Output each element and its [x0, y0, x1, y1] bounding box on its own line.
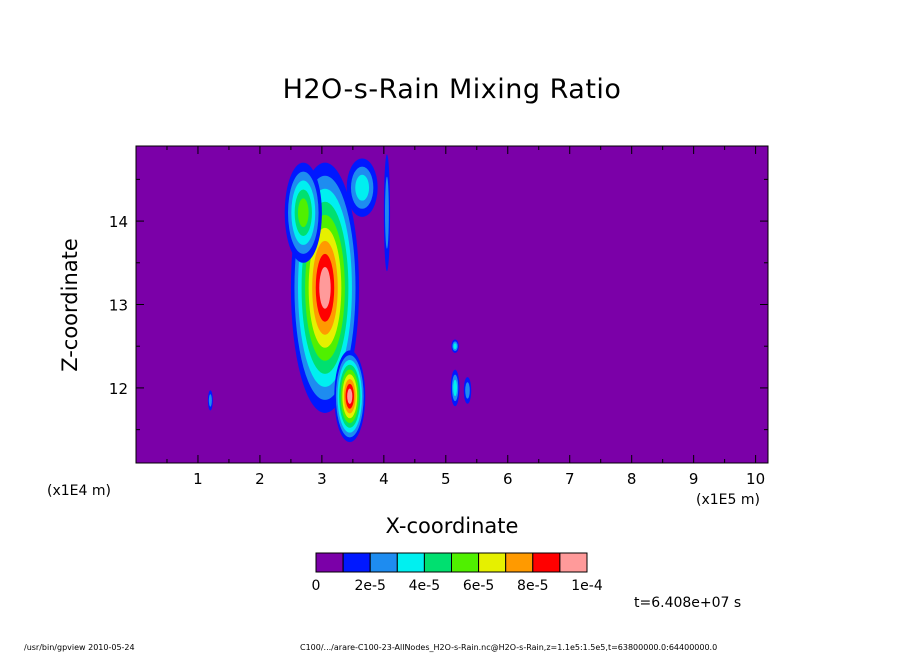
- y-tick-label: 14: [109, 213, 128, 231]
- colorbar: [315, 552, 588, 573]
- colorbar-tick-label: 6e-5: [462, 578, 495, 594]
- y-tick-label: 13: [109, 297, 128, 315]
- heatmap-feature: [383, 154, 391, 272]
- x-tick-label: 6: [503, 470, 513, 488]
- colorbar-tick-label: 1e-4: [571, 578, 603, 594]
- x-scale-note-right: (x1E5 m): [696, 492, 760, 508]
- x-tick-label: 1: [193, 470, 203, 488]
- heatmap-contour-level: [347, 388, 353, 404]
- footer-right: C100/.../arare-C100-23-AllNodes_H2O-s-Ra…: [300, 643, 718, 652]
- x-scale-note-left: (x1E4 m): [47, 483, 111, 499]
- heatmap-feature: [334, 350, 366, 443]
- x-tick-label: 3: [317, 470, 327, 488]
- chart-title: H2O-s-Rain Mixing Ratio: [282, 74, 622, 105]
- heatmap-contour-level: [297, 198, 309, 228]
- x-tick-label: 4: [379, 470, 389, 488]
- heatmap-background: [136, 146, 768, 463]
- x-axis-label: X-coordinate: [385, 514, 519, 538]
- colorbar-swatch: [532, 552, 561, 573]
- heatmap-contour-level: [355, 174, 370, 201]
- x-tick-label: 5: [441, 470, 451, 488]
- x-tick-label: 7: [565, 470, 575, 488]
- colorbar-swatch: [505, 552, 534, 573]
- colorbar-swatch: [478, 552, 507, 573]
- footer-left: /usr/bin/gpview 2010-05-24: [24, 643, 135, 652]
- colorbar-swatch: [396, 552, 425, 573]
- colorbar-swatch: [559, 552, 588, 573]
- colorbar-swatch: [423, 552, 452, 573]
- heatmap-feature: [207, 390, 213, 411]
- heatmap-contour-level: [208, 394, 212, 407]
- time-label: t=6.408e+07 s: [634, 595, 742, 611]
- x-tick-label: 8: [627, 470, 637, 488]
- colorbar-tick-label: 4e-5: [408, 578, 441, 594]
- heatmap-feature: [450, 369, 460, 407]
- x-axis: 1 2 3 4 5 6 7 8 9 10: [166, 146, 765, 488]
- heatmap-contour-level: [453, 343, 457, 350]
- colorbar-swatch: [315, 552, 344, 573]
- x-tick-label: 2: [255, 470, 265, 488]
- colorbar-swatch: [342, 552, 371, 573]
- colorbar-swatch: [369, 552, 398, 573]
- heatmap-contour-level: [465, 382, 470, 399]
- heatmap-feature: [451, 339, 459, 353]
- y-axis-label: Z-coordinate: [58, 238, 82, 372]
- colorbar-swatch: [451, 552, 480, 573]
- heatmap-field: [136, 146, 768, 463]
- heatmap-feature: [346, 158, 378, 217]
- y-axis: 12 13 14: [109, 178, 768, 431]
- x-tick-label: 9: [689, 470, 699, 488]
- heatmap-feature: [463, 377, 472, 404]
- heatmap-contour-level: [385, 176, 389, 249]
- colorbar-tick-label: 2e-5: [354, 578, 386, 594]
- colorbar-tick-label: 0: [311, 578, 321, 594]
- y-tick-label: 12: [109, 380, 128, 398]
- heatmap-contour-level: [319, 266, 331, 309]
- colorbar-tick-label: 8e-5: [517, 578, 549, 594]
- x-tick-label: 10: [746, 470, 765, 488]
- heatmap-feature: [284, 162, 322, 263]
- heatmap-contour-level: [453, 379, 458, 397]
